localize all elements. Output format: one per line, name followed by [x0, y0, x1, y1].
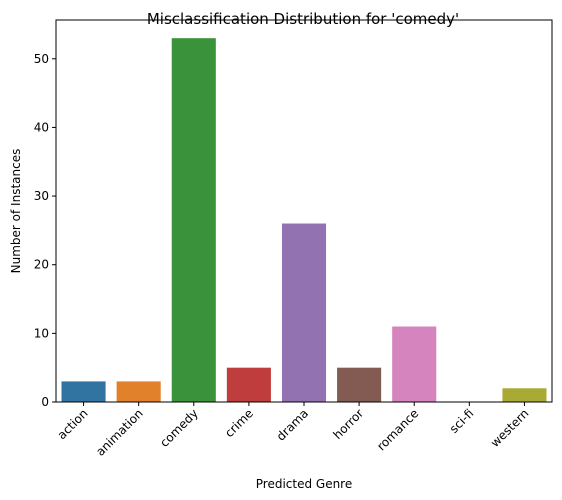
x-tick-label: romance	[374, 406, 421, 453]
x-tick-label: action	[55, 406, 91, 442]
bars-group	[61, 38, 547, 402]
bar-romance	[392, 326, 437, 402]
x-tick-label: western	[488, 406, 532, 450]
x-axis-ticks: action animation comedy crime drama horror rom…	[55, 402, 532, 459]
bar-comedy	[171, 38, 216, 402]
y-tick-label: 10	[34, 326, 49, 340]
bar-action	[61, 381, 106, 402]
x-tick-label: crime	[222, 406, 256, 440]
x-tick-label: horror	[330, 406, 366, 442]
chart-title: Misclassification Distribution for 'come…	[147, 10, 459, 28]
y-tick-label: 20	[34, 258, 49, 272]
bar-crime	[226, 367, 271, 402]
y-tick-label: 0	[41, 395, 49, 409]
x-tick-label: drama	[274, 406, 311, 443]
x-tick-label: animation	[93, 406, 146, 459]
bar-western	[502, 388, 547, 402]
y-tick-label: 40	[34, 120, 49, 134]
x-tick-label: sci-fi	[447, 406, 477, 436]
y-tick-label: 30	[34, 189, 49, 203]
bar-drama	[281, 223, 327, 402]
bar-horror	[337, 367, 382, 402]
x-tick-label: comedy	[157, 406, 201, 450]
y-axis-label: Number of Instances	[9, 149, 23, 274]
y-tick-label: 50	[34, 52, 49, 66]
x-axis-label: Predicted Genre	[256, 477, 353, 491]
y-axis-ticks: 0 10 20 30 40 50	[34, 52, 56, 409]
bar-animation	[116, 381, 161, 402]
